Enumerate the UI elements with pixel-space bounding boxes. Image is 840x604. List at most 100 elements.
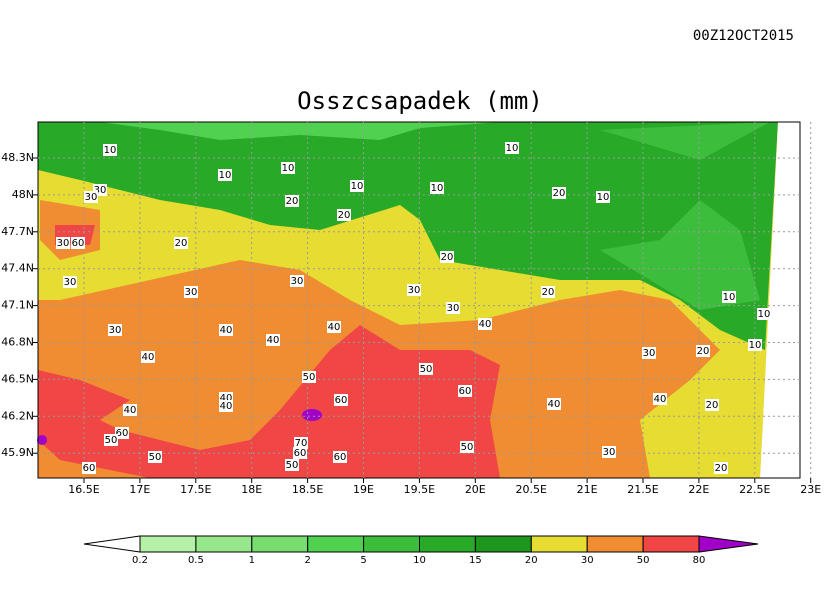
contour-label: 20 — [706, 400, 719, 411]
contour-label-bg — [552, 187, 566, 199]
contour-label-bg — [446, 302, 460, 314]
contour-label-bg — [350, 180, 364, 192]
contour-label-bg — [327, 321, 341, 333]
lat-label: 48.3N — [1, 151, 34, 164]
contour-label-bg — [84, 191, 98, 203]
contour-label: 60 — [335, 395, 348, 406]
contour-label: 40 — [479, 319, 492, 330]
contour-label: 40 — [220, 393, 233, 404]
colorbar-box — [195, 535, 253, 553]
contour-label-bg — [757, 308, 771, 320]
contour-label: 10 — [431, 183, 444, 194]
contour-label: 50 — [105, 435, 118, 446]
contour-label: 30 — [447, 303, 460, 314]
contour-label-bg — [478, 318, 492, 330]
contour-label-bg — [184, 286, 198, 298]
contour-label: 60 — [294, 448, 307, 459]
colorbar-label: 0.2 — [132, 555, 148, 566]
contour-label: 60 — [83, 463, 96, 474]
contour-label: 20 — [715, 463, 728, 474]
colorbar-box — [139, 535, 197, 553]
lon-label: 16.5E — [68, 483, 99, 496]
colorbar-high — [698, 535, 759, 553]
contour-label: 20 — [175, 238, 188, 249]
contour-label: 50 — [420, 364, 433, 375]
lon-label: 19E — [353, 483, 374, 496]
lat-label: 46.5N — [1, 372, 34, 385]
colorbar-box — [363, 535, 421, 553]
contour-label-bg — [337, 209, 351, 221]
contour-label-bg — [281, 162, 295, 174]
contour-label: 50 — [149, 452, 162, 463]
contour-label-bg — [407, 284, 421, 296]
contour-label-bg — [294, 437, 308, 449]
contour-label-bg — [266, 334, 280, 346]
contour-label-bg — [705, 399, 719, 411]
contour-label: 30 — [185, 287, 198, 298]
contour-label: 40 — [142, 352, 155, 363]
colorbar-low — [83, 535, 141, 553]
contour-label: 30 — [57, 238, 70, 249]
colorbar-box — [642, 535, 700, 553]
colorbar-box — [530, 535, 588, 553]
contour-label-bg — [419, 363, 433, 375]
timestamp: 00Z12OCT2015 — [693, 28, 794, 44]
contour-label: 10 — [282, 163, 295, 174]
contour-label: 50 — [303, 372, 316, 383]
contour-label-bg — [596, 191, 610, 203]
contour-label: 30 — [94, 185, 107, 196]
contour-label-bg — [714, 462, 728, 474]
contour-label-bg — [653, 393, 667, 405]
contour-label-bg — [302, 371, 316, 383]
contour-label: 10 — [723, 292, 736, 303]
contour-label-bg — [218, 169, 232, 181]
colorbar: 0.2 0.5 1 2 5 10 15 20 30 50 80 — [83, 535, 759, 566]
lat-label: 46.2N — [1, 409, 34, 422]
contour-label-bg — [123, 404, 137, 416]
colorbar-box — [307, 535, 365, 553]
contour-label-bg — [642, 347, 656, 359]
contour-label: 20 — [542, 287, 555, 298]
colorbar-label: 1 — [249, 555, 255, 566]
lat-label: 47.1N — [1, 299, 34, 312]
contour-label: 30 — [603, 447, 616, 458]
lat-label: 45.9N — [1, 446, 34, 459]
contour-label-bg — [103, 144, 117, 156]
contour-label: 30 — [643, 348, 656, 359]
colorbar-label: 50 — [637, 555, 650, 566]
map-field — [37, 121, 801, 479]
contour-label-bg — [430, 182, 444, 194]
contour-label: 50 — [461, 442, 474, 453]
contour-label: 70 — [295, 438, 308, 449]
colorbar-label: 10 — [413, 555, 426, 566]
contour-label: 40 — [328, 322, 341, 333]
lon-label: 22.5E — [739, 483, 770, 496]
contour-label: 30 — [85, 192, 98, 203]
lon-label: 20.5E — [515, 483, 546, 496]
colorbar-label: 15 — [469, 555, 482, 566]
contour-label: 20 — [338, 210, 351, 221]
contour-label-bg — [174, 237, 188, 249]
lon-label: 18E — [241, 483, 262, 496]
contour-label-bg — [56, 237, 70, 249]
colorbar-label: 20 — [525, 555, 538, 566]
colorbar-box — [419, 535, 476, 553]
contour-label-bg — [440, 251, 454, 263]
contour-label: 60 — [459, 386, 472, 397]
colorbar-box — [474, 535, 532, 553]
contour-label: 10 — [219, 170, 232, 181]
contour-label: 10 — [351, 181, 364, 192]
contour-label-bg — [460, 441, 474, 453]
contour-label: 10 — [758, 309, 771, 320]
contour-label-bg — [219, 400, 233, 412]
contour-label-bg — [505, 142, 519, 154]
title: Osszcsapadek (mm) — [297, 87, 543, 115]
colorbar-label: 0.5 — [188, 555, 204, 566]
lon-label: 19.5E — [404, 483, 435, 496]
contour-label-bg — [458, 385, 472, 397]
lat-label: 47.7N — [1, 225, 34, 238]
contour-label: 10 — [597, 192, 610, 203]
lon-label: 17.5E — [180, 483, 211, 496]
contour-label: 30 — [408, 285, 421, 296]
